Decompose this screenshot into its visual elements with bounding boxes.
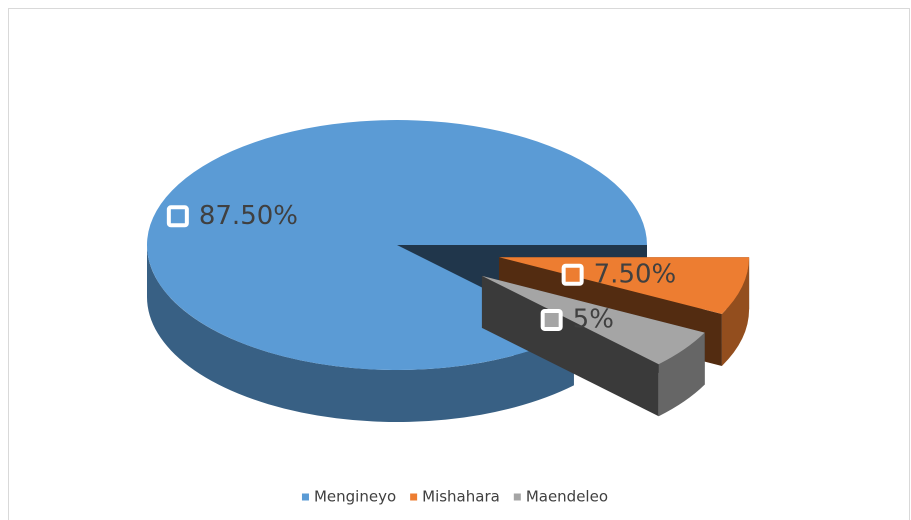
value-label: 7.50% — [594, 259, 677, 289]
slice-top — [499, 257, 750, 314]
slice-side-face — [481, 275, 659, 417]
legend-swatch — [301, 493, 309, 501]
legend-label: Mishahara — [422, 488, 500, 506]
slice-top — [481, 275, 705, 365]
slice — [481, 275, 705, 417]
slice-wall — [146, 245, 574, 423]
value-label-marker — [166, 205, 189, 228]
value-label-marker — [561, 263, 584, 286]
legend-swatch — [410, 493, 418, 501]
value-label: 5% — [573, 304, 614, 334]
slice-wall — [658, 332, 705, 417]
legend-label: Maendeleo — [526, 488, 608, 506]
value-label: 87.50% — [199, 201, 298, 231]
legend-label: Mengineyo — [314, 488, 396, 506]
slice-wall — [721, 257, 750, 366]
value-label-marker — [540, 308, 563, 331]
legend-swatch — [513, 493, 521, 501]
